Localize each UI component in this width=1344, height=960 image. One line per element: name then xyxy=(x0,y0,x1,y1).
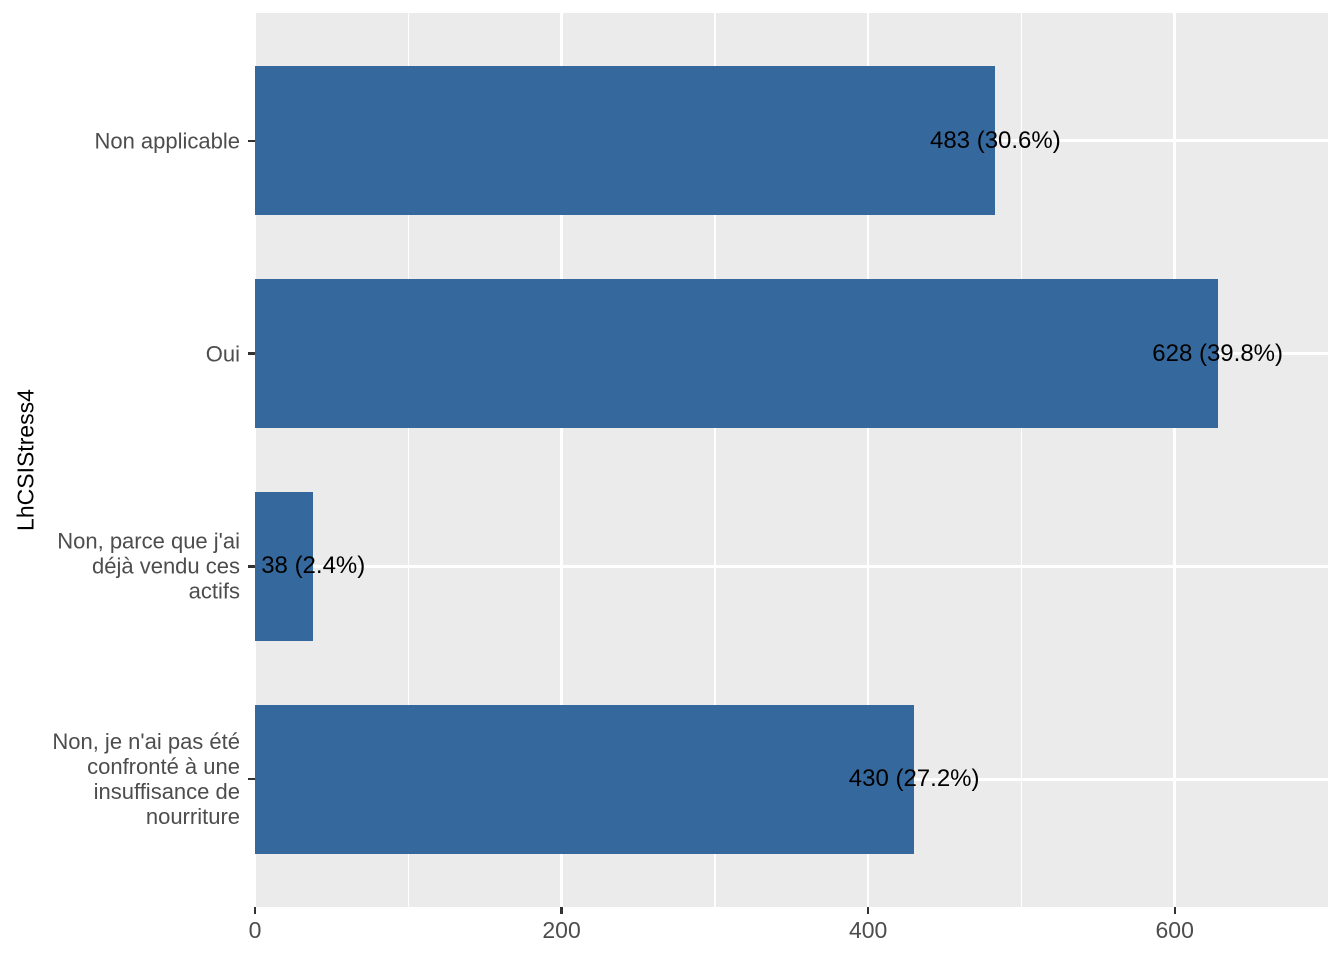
y-tick-mark xyxy=(248,352,255,355)
bar-value-label: 628 (39.8%) xyxy=(1152,339,1283,367)
bar xyxy=(255,704,915,854)
major-gridline xyxy=(560,13,563,907)
minor-gridline xyxy=(1020,13,1023,907)
y-tick-label: Non applicable xyxy=(94,128,240,154)
bar xyxy=(255,66,996,216)
plot-panel: 483 (30.6%) 628 (39.8%) 38 (2.4%) 430 (27.2… xyxy=(253,13,1328,907)
minor-gridline xyxy=(714,13,716,907)
x-tick-mark xyxy=(253,907,257,914)
bar-value-label: 430 (27.2%) xyxy=(848,765,980,793)
minor-gridline xyxy=(407,13,409,907)
y-tick-label: Non, parce que j'ai déjà vendu ces actifs xyxy=(57,528,240,604)
major-gridline xyxy=(1173,13,1176,907)
x-tick-label: 600 xyxy=(1155,917,1194,943)
bar-value-label: 483 (30.6%) xyxy=(929,126,1061,154)
x-tick-label: 0 xyxy=(248,917,262,943)
major-gridline xyxy=(866,13,870,907)
x-tick-mark xyxy=(866,907,870,914)
y-tick-mark xyxy=(248,565,255,568)
y-tick-mark xyxy=(248,139,255,142)
category-gridline xyxy=(255,565,1328,568)
bar xyxy=(255,491,314,641)
x-tick-mark xyxy=(1173,907,1176,914)
x-tick-label: 400 xyxy=(848,917,888,943)
y-tick-label: Non, je n'ai pas été confronté à une insuf… xyxy=(52,729,240,830)
y-tick-mark xyxy=(248,778,255,781)
bar-value-label: 38 (2.4%) xyxy=(261,552,366,580)
x-tick-label: 200 xyxy=(542,917,581,943)
y-axis-title: LhCSIStress4 xyxy=(12,389,39,531)
bar xyxy=(255,279,1218,429)
y-tick-label: Oui xyxy=(205,341,240,367)
x-tick-mark xyxy=(560,907,563,914)
major-gridline xyxy=(253,13,257,907)
